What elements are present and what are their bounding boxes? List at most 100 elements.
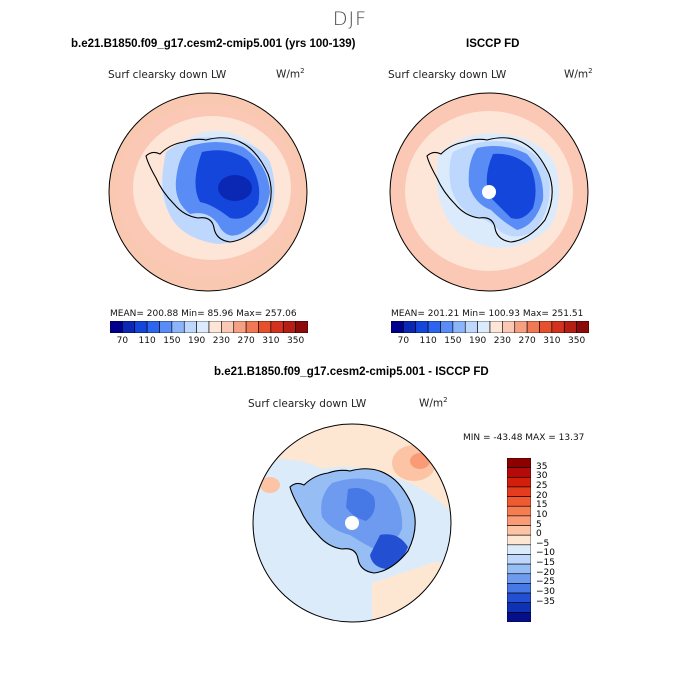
diff-plus15-patch [410, 453, 430, 469]
colorbar-box [183, 321, 197, 333]
diff-minus30-coast [370, 534, 408, 569]
colorbar-box [507, 467, 531, 478]
contour-110 [486, 153, 536, 219]
colorbar-box [477, 321, 491, 333]
colorbar-tick-label: 10 [536, 509, 548, 520]
colorbar-tick-label: 20 [536, 490, 548, 501]
colorbar-box [122, 321, 136, 333]
colorbar-box [258, 321, 272, 333]
diff-plus10-west [260, 477, 280, 493]
colorbar-box [507, 573, 531, 584]
colorbar-tick-label: −30 [536, 587, 555, 598]
pole-hole [345, 516, 359, 530]
colorbar-box [208, 321, 222, 333]
colorbar-box [464, 321, 478, 333]
colorbar-tick-label: 310 [262, 336, 280, 346]
difference-case-title: b.e21.B1850.f09_g17.cesm2-cmip5.001 - IS… [214, 366, 489, 378]
colorbar-box [507, 458, 531, 468]
model-units-label: W/m2 [276, 67, 305, 81]
colorbar-box [159, 321, 173, 333]
obs-colorbar-labels: 70 110 150 190 230 270 310 350 [391, 336, 589, 350]
model-stats: MEAN= 200.88 Min= 85.96 Max= 257.06 [110, 309, 297, 319]
obs-units-label: W/m2 [564, 67, 593, 81]
diff-minus25-dome [346, 488, 375, 521]
colorbar-box [452, 321, 466, 333]
colorbar-tick-label: −5 [536, 538, 550, 549]
colorbar-tick-label: 70 [116, 336, 129, 346]
obs-variable-label: Surf clearsky down LW [388, 69, 507, 81]
colorbar-box [507, 505, 531, 517]
colorbar-tick-label: 110 [419, 336, 437, 346]
colorbar-box [502, 321, 516, 333]
colorbar-box [245, 321, 259, 333]
colorbar-box [539, 321, 553, 333]
colorbar-tick-label: 5 [536, 519, 542, 530]
difference-colorbar [507, 458, 531, 622]
colorbar-box [415, 321, 429, 333]
colorbar-box [391, 321, 404, 333]
colorbar-tick-label: 350 [287, 336, 305, 346]
map-boundary [389, 92, 589, 292]
colorbar-tick-label: 30 [536, 471, 548, 482]
colorbar-box [507, 525, 531, 536]
colorbar-box [507, 496, 531, 507]
colorbar-tick-label: 70 [397, 336, 410, 346]
colorbar-tick-label: 35 [536, 461, 548, 472]
colorbar-box [514, 321, 528, 333]
colorbar-box [270, 321, 284, 333]
colorbar-tick-label: −25 [536, 577, 555, 588]
colorbar-box [507, 602, 531, 613]
colorbar-tick-label: 150 [444, 336, 462, 346]
obs-stats: MEAN= 201.21 Min= 100.93 Max= 251.51 [391, 309, 584, 319]
colorbar-box [526, 321, 540, 333]
colorbar-box [427, 321, 441, 333]
colorbar-box [196, 321, 210, 333]
colorbar-box [282, 321, 296, 333]
colorbar-tick-label: −35 [536, 596, 555, 607]
difference-polar-map [252, 423, 452, 623]
colorbar-box [563, 321, 577, 333]
map-boundary [252, 423, 452, 623]
colorbar-tick-label: 270 [237, 336, 255, 346]
season-title: DJF [332, 8, 368, 30]
model-colorbar [110, 321, 308, 333]
colorbar-box [146, 321, 160, 333]
difference-stats: MIN = -43.48 MAX = 13.37 [463, 433, 585, 443]
colorbar-tick-label: 190 [188, 336, 206, 346]
colorbar-box [221, 321, 235, 333]
colorbar-tick-label: −15 [536, 558, 555, 569]
colorbar-box [507, 476, 531, 488]
colorbar-tick-label: 25 [536, 480, 548, 491]
colorbar-box [507, 486, 531, 497]
antarctica-coastline [145, 137, 272, 243]
colorbar-tick-label: 190 [469, 336, 487, 346]
colorbar-box [507, 534, 531, 546]
antarctica-coastline [426, 137, 553, 243]
colorbar-tick-label: −20 [536, 567, 555, 578]
colorbar-box [576, 321, 589, 333]
difference-variable-label: Surf clearsky down LW [248, 398, 367, 410]
colorbar-box [507, 592, 531, 604]
difference-units-label: W/m2 [419, 396, 448, 410]
colorbar-box [507, 563, 531, 575]
colorbar-tick-label: −10 [536, 548, 555, 559]
colorbar-box [507, 544, 531, 555]
colorbar-tick-label: 310 [543, 336, 561, 346]
colorbar-box [134, 321, 148, 333]
model-colorbar-labels: 70 110 150 190 230 270 310 350 [110, 336, 308, 350]
colorbar-tick-label: 270 [518, 336, 536, 346]
colorbar-box [295, 321, 308, 333]
colorbar-box [171, 321, 185, 333]
colorbar-box [233, 321, 247, 333]
model-case-title: b.e21.B1850.f09_g17.cesm2-cmip5.001 (yrs… [71, 38, 356, 50]
colorbar-tick-label: 230 [493, 336, 511, 346]
obs-colorbar [391, 321, 589, 333]
obs-case-title: ISCCP FD [466, 38, 520, 50]
obs-polar-map [389, 92, 589, 292]
colorbar-tick-label: 230 [212, 336, 230, 346]
contour-90 [218, 175, 252, 201]
antarctica-coastline [289, 468, 416, 574]
colorbar-box [507, 612, 531, 622]
colorbar-tick-label: 150 [163, 336, 181, 346]
